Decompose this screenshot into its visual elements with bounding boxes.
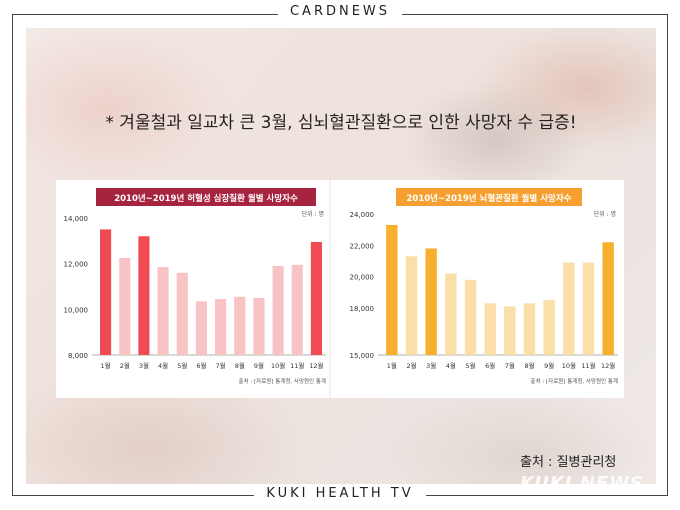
bar bbox=[484, 303, 496, 355]
x-tick-label: 12월 bbox=[309, 361, 323, 370]
source-credit: 출처 : 질병관리청 bbox=[520, 455, 617, 470]
x-tick-label: 5월 bbox=[177, 361, 187, 370]
bar bbox=[310, 241, 322, 355]
bar bbox=[445, 273, 457, 355]
bar bbox=[176, 272, 188, 355]
chart-footnote: 출처 : [자료원] 통계청, 사망원인 통계 bbox=[239, 377, 326, 385]
bar bbox=[157, 267, 169, 355]
x-tick-label: 1월 bbox=[387, 361, 397, 370]
chart-footnote: 출처 : [자료원] 통계청, 사망원인 통계 bbox=[531, 377, 618, 385]
bar bbox=[195, 301, 207, 355]
bar bbox=[138, 236, 150, 355]
bar bbox=[602, 242, 614, 355]
y-tick-label: 15,000 bbox=[350, 352, 375, 360]
bar bbox=[272, 265, 284, 355]
watermark-logo: KUKI NEWS bbox=[520, 473, 645, 494]
bar bbox=[100, 229, 112, 355]
bar bbox=[504, 306, 516, 355]
x-tick-label: 9월 bbox=[544, 361, 554, 370]
channel-footer: KUKI HEALTH TV bbox=[0, 486, 680, 501]
x-tick-label: 6월 bbox=[485, 361, 495, 370]
y-tick-label: 14,000 bbox=[64, 215, 89, 223]
x-tick-label: 4월 bbox=[158, 361, 168, 370]
chart-title: 2010년~2019년 뇌혈관질환 월별 사망자수 bbox=[407, 193, 572, 204]
x-tick-label: 10월 bbox=[562, 361, 576, 370]
bar bbox=[464, 279, 477, 355]
bar bbox=[523, 303, 536, 355]
x-tick-label: 7월 bbox=[505, 361, 515, 370]
x-tick-label: 4월 bbox=[446, 361, 456, 370]
bar bbox=[582, 262, 595, 355]
chart-title-box bbox=[396, 188, 582, 206]
bar bbox=[543, 300, 555, 355]
x-tick-label: 11월 bbox=[290, 361, 304, 370]
x-tick-label: 2월 bbox=[120, 361, 130, 370]
x-tick-label: 10월 bbox=[271, 361, 285, 370]
unit-label: 단위 : 명 bbox=[302, 210, 324, 218]
bar bbox=[291, 264, 303, 355]
x-tick-label: 7월 bbox=[216, 361, 226, 370]
cardnews-header: CARDNEWS bbox=[0, 4, 680, 19]
x-tick-label: 1월 bbox=[101, 361, 111, 370]
bar bbox=[234, 296, 246, 355]
chart-title: 2010년~2019년 허혈성 심장질환 월별 사망자수 bbox=[114, 193, 298, 204]
bar bbox=[563, 262, 575, 355]
y-tick-label: 24,000 bbox=[350, 211, 375, 219]
bar bbox=[215, 299, 227, 355]
y-tick-label: 12,000 bbox=[64, 261, 89, 269]
bar bbox=[253, 297, 265, 355]
x-tick-label: 3월 bbox=[139, 361, 149, 370]
x-tick-label: 8월 bbox=[524, 361, 534, 370]
x-tick-label: 5월 bbox=[465, 361, 475, 370]
x-tick-label: 8월 bbox=[235, 361, 245, 370]
bar bbox=[386, 224, 398, 355]
bar bbox=[405, 256, 418, 355]
x-tick-label: 11월 bbox=[581, 361, 595, 370]
x-tick-label: 6월 bbox=[196, 361, 206, 370]
x-tick-label: 12월 bbox=[601, 361, 615, 370]
y-tick-label: 10,000 bbox=[64, 306, 89, 314]
y-tick-label: 8,000 bbox=[68, 352, 88, 360]
x-tick-label: 3월 bbox=[426, 361, 436, 370]
bar bbox=[425, 248, 437, 355]
unit-label: 단위 : 명 bbox=[594, 210, 616, 218]
x-tick-label: 2월 bbox=[406, 361, 416, 370]
bar bbox=[119, 257, 131, 355]
y-tick-label: 18,000 bbox=[350, 305, 375, 313]
x-tick-label: 9월 bbox=[254, 361, 264, 370]
y-tick-label: 20,000 bbox=[350, 274, 375, 282]
y-tick-label: 22,000 bbox=[350, 242, 375, 250]
chart-title-box bbox=[96, 188, 316, 206]
headline: * 겨울철과 일교차 큰 3월, 심뇌혈관질환으로 인한 사망자 수 급증! bbox=[105, 113, 577, 133]
